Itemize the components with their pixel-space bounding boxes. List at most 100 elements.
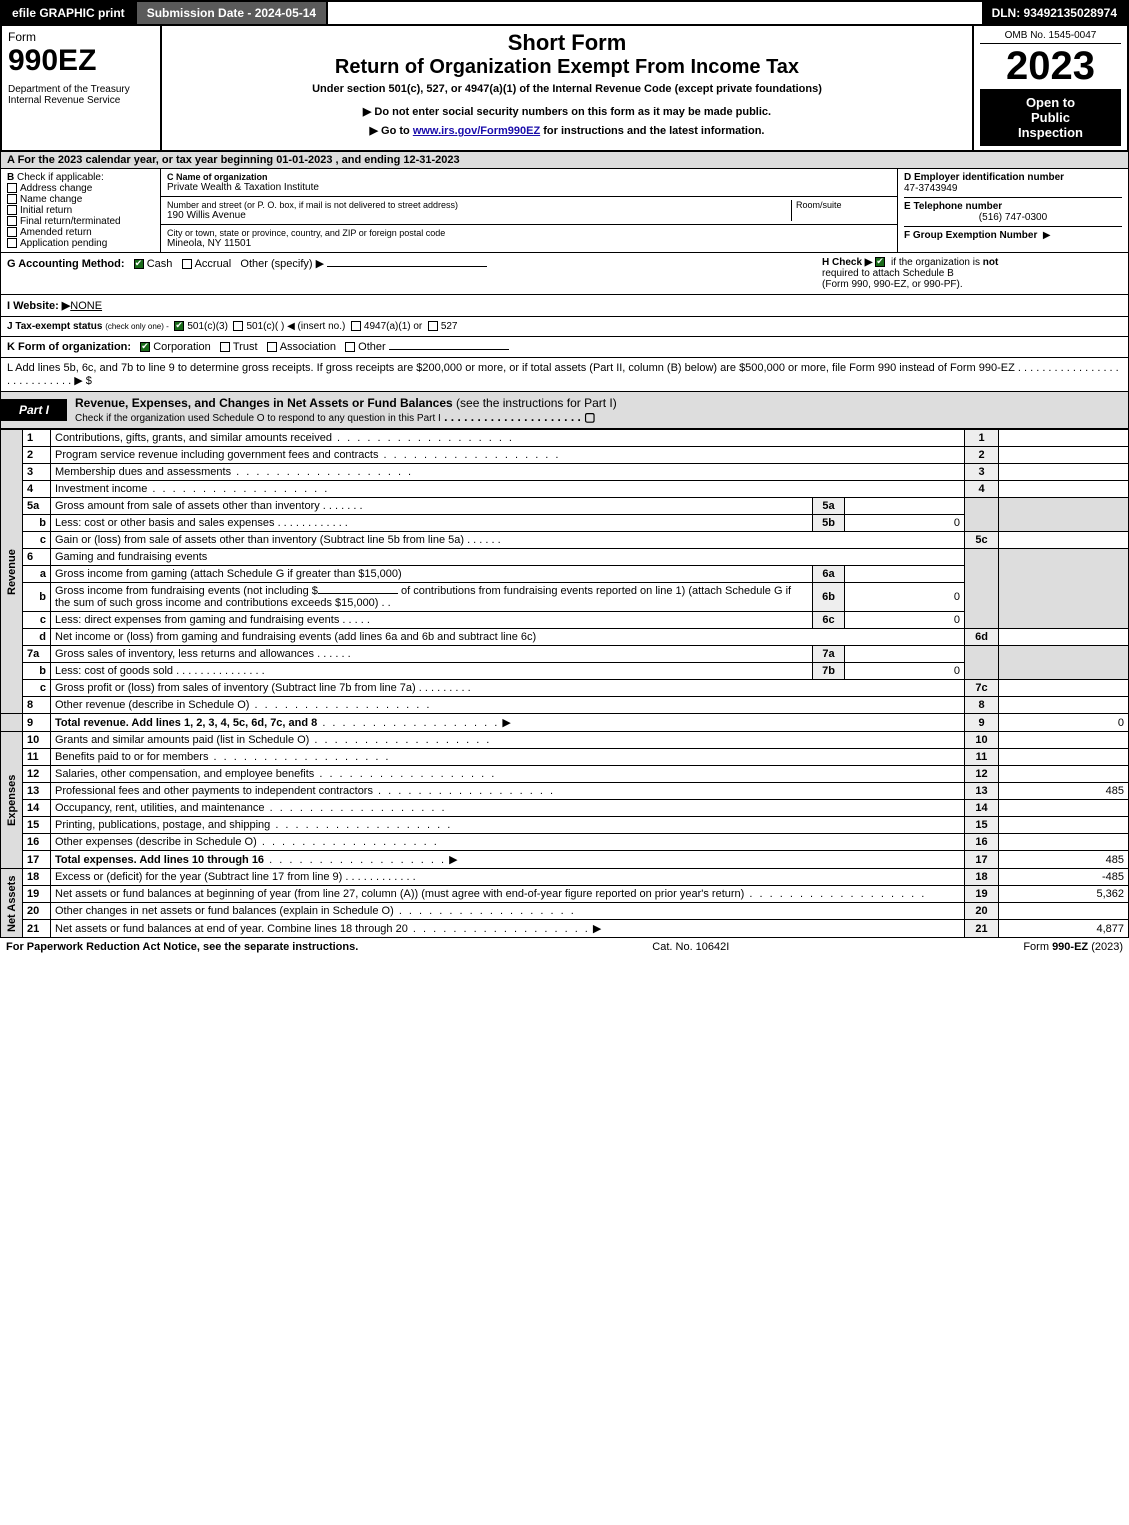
chk-4947a1[interactable]	[351, 321, 361, 331]
part-1-title: Revenue, Expenses, and Changes in Net As…	[67, 392, 1128, 428]
line-6a-desc: Gross income from gaming (attach Schedul…	[51, 566, 813, 583]
line-15-value	[999, 817, 1129, 834]
chk-initial-return[interactable]	[7, 205, 17, 215]
open-line2: Public	[986, 110, 1115, 125]
line-20-rlbl: 20	[965, 903, 999, 920]
box-b: B Check if applicable: Address change Na…	[1, 169, 161, 252]
short-form-title: Short Form	[168, 30, 966, 56]
line-9-desc: Total revenue. Add lines 1, 2, 3, 4, 5c,…	[55, 717, 317, 729]
efile-print-label[interactable]: efile GRAPHIC print	[2, 2, 135, 24]
line-2-value	[999, 447, 1129, 464]
other-org-input[interactable]	[389, 349, 509, 350]
form-number: 990EZ	[8, 44, 154, 78]
line-8-rlbl: 8	[965, 697, 999, 714]
line-17-value: 485	[999, 851, 1129, 869]
chk-schedule-b-not-required[interactable]	[875, 257, 885, 267]
line-3-value	[999, 464, 1129, 481]
ssn-warning: ▶ Do not enter social security numbers o…	[168, 105, 966, 118]
footer-form-pre: Form	[1023, 941, 1052, 953]
line-15-num: 15	[23, 817, 51, 834]
line-11-num: 11	[23, 749, 51, 766]
chk-association[interactable]	[267, 342, 277, 352]
subtitle: Under section 501(c), 527, or 4947(a)(1)…	[168, 83, 966, 95]
tax-year: 2023	[980, 44, 1121, 89]
line-6b-amount-input[interactable]	[318, 593, 398, 594]
street-address: 190 Willis Avenue	[167, 210, 791, 221]
tel-label: E Telephone number	[904, 201, 1002, 212]
goto-pre: ▶ Go to	[370, 125, 413, 137]
line-2-num: 2	[23, 447, 51, 464]
footer-right: Form 990-EZ (2023)	[1023, 941, 1123, 953]
row-k-org-form: K Form of organization: Corporation Trus…	[0, 337, 1129, 358]
line-9-rlbl: 9	[965, 714, 999, 732]
line-6-desc: Gaming and fundraising events	[51, 549, 965, 566]
line-18-desc: Excess or (deficit) for the year (Subtra…	[55, 871, 342, 883]
row-i-website: I Website: ▶NONE	[0, 295, 1129, 317]
line-6c-desc: Less: direct expenses from gaming and fu…	[55, 614, 339, 626]
open-line3: Inspection	[986, 125, 1115, 140]
chk-527[interactable]	[428, 321, 438, 331]
line-13-rlbl: 13	[965, 783, 999, 800]
footer-cat-no: Cat. No. 10642I	[652, 941, 729, 953]
chk-accrual[interactable]	[182, 259, 192, 269]
dln-label: DLN: 93492135028974	[982, 2, 1127, 24]
chk-amended-return[interactable]	[7, 227, 17, 237]
row-g-h: G Accounting Method: Cash Accrual Other …	[0, 253, 1129, 295]
footer-form-num: 990-EZ	[1052, 941, 1088, 953]
sidebar-expenses: Expenses	[1, 732, 23, 869]
city-label: City or town, state or province, country…	[167, 228, 891, 238]
chk-address-change[interactable]	[7, 183, 17, 193]
chk-application-pending[interactable]	[7, 238, 17, 248]
line-18-num: 18	[23, 869, 51, 886]
line-11-desc: Benefits paid to or for members	[55, 751, 208, 763]
line-17-rlbl: 17	[965, 851, 999, 869]
line-20-value	[999, 903, 1129, 920]
line-7a-desc: Gross sales of inventory, less returns a…	[55, 648, 314, 660]
opt-application-pending: Application pending	[20, 238, 107, 249]
line-3-desc: Membership dues and assessments	[55, 466, 231, 478]
opt-other-org: Other	[358, 341, 386, 353]
line-17-num: 17	[23, 851, 51, 869]
line-6c-midlbl: 6c	[813, 612, 845, 629]
line-9-value: 0	[999, 714, 1129, 732]
form-word: Form	[8, 30, 154, 44]
line-10-num: 10	[23, 732, 51, 749]
chk-501c[interactable]	[233, 321, 243, 331]
other-specify-input[interactable]	[327, 266, 487, 267]
line-7ab-rblankv	[999, 646, 1129, 680]
line-10-desc: Grants and similar amounts paid (list in…	[55, 734, 309, 746]
line-7b-midlbl: 7b	[813, 663, 845, 680]
part-1-checkbox-icon[interactable]: ▢	[584, 410, 595, 424]
chk-final-return[interactable]	[7, 216, 17, 226]
line-17-desc: Total expenses. Add lines 10 through 16	[55, 854, 264, 866]
line-6d-rlbl: 6d	[965, 629, 999, 646]
goto-line: ▶ Go to www.irs.gov/Form990EZ for instru…	[168, 124, 966, 137]
line-5ab-rblank	[965, 498, 999, 532]
line-12-num: 12	[23, 766, 51, 783]
chk-other-org[interactable]	[345, 342, 355, 352]
box-c: C Name of organization Private Wealth & …	[161, 169, 898, 252]
h-label: H Check ▶	[822, 257, 872, 268]
irs-link[interactable]: www.irs.gov/Form990EZ	[413, 125, 540, 137]
line-5a-midlbl: 5a	[813, 498, 845, 515]
goto-post: for instructions and the latest informat…	[540, 125, 764, 137]
chk-501c3[interactable]	[174, 321, 184, 331]
opt-corporation: Corporation	[153, 341, 210, 353]
chk-cash[interactable]	[134, 259, 144, 269]
line-1-value	[999, 430, 1129, 447]
line-5b-desc: Less: cost or other basis and sales expe…	[55, 517, 275, 529]
line-11-rlbl: 11	[965, 749, 999, 766]
chk-corporation[interactable]	[140, 342, 150, 352]
line-10-rlbl: 10	[965, 732, 999, 749]
line-6c-midval: 0	[845, 612, 965, 629]
line-6b-num: b	[23, 583, 51, 612]
footer-form-post: (2023)	[1088, 941, 1123, 953]
chk-name-change[interactable]	[7, 194, 17, 204]
h-text1: if the organization is	[891, 257, 983, 268]
opt-4947a1: 4947(a)(1) or	[364, 321, 422, 332]
line-5b-midval: 0	[845, 515, 965, 532]
addr-label: Number and street (or P. O. box, if mail…	[167, 200, 791, 210]
box-def: D Employer identification number 47-3743…	[898, 169, 1128, 252]
chk-trust[interactable]	[220, 342, 230, 352]
ein-label: D Employer identification number	[904, 172, 1064, 183]
